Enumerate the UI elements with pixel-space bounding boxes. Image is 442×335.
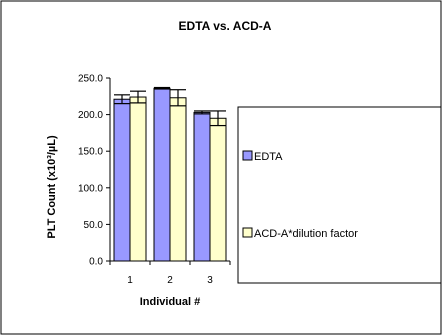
y-tick-label: 50.0 — [84, 220, 104, 231]
y-tick-label: 0.0 — [89, 257, 103, 268]
legend-box — [237, 106, 442, 284]
x-tick-label: 1 — [127, 275, 133, 286]
y-tick-label: 100.0 — [78, 183, 103, 194]
x-tick-label: 3 — [207, 275, 213, 286]
legend-swatch — [242, 227, 253, 238]
plot-area: 0.0 50.0 100.0 150.0 200.0 250.0 1 2 3 — [78, 74, 231, 286]
y-tick-label: 200.0 — [78, 110, 103, 121]
chart-title: EDTA vs. ACD-A — [179, 19, 272, 33]
legend: EDTA ACD-A*dilution factor — [237, 106, 442, 284]
bar — [153, 87, 171, 262]
bar — [193, 111, 211, 262]
y-tick-label: 150.0 — [78, 147, 103, 158]
bar — [113, 98, 131, 262]
x-tick-label: 2 — [167, 275, 173, 286]
legend-label: ACD-A*dilution factor — [254, 228, 358, 240]
legend-swatch — [242, 150, 253, 161]
bar — [129, 96, 147, 262]
bar — [209, 117, 227, 262]
bar — [169, 97, 187, 262]
y-tick-label: 250.0 — [78, 74, 103, 85]
y-axis-title: PLT Count (x10³/µL) — [46, 135, 58, 239]
x-axis-title: Individual # — [140, 296, 201, 308]
legend-label: EDTA — [254, 151, 283, 163]
